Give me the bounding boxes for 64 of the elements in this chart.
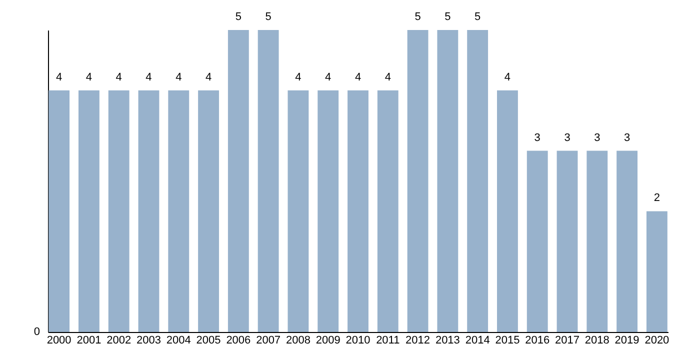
bar xyxy=(288,90,309,332)
data-label: 4 xyxy=(354,71,362,84)
data-label: 4 xyxy=(295,71,302,84)
x-tick-label: 2003 xyxy=(136,334,161,346)
bar xyxy=(228,30,249,332)
x-tick-label: 2011 xyxy=(376,334,400,346)
data-label: 4 xyxy=(384,71,391,84)
data-label: 4 xyxy=(504,71,511,84)
data-label: 5 xyxy=(474,11,481,23)
x-tick-label: 2001 xyxy=(76,334,102,346)
x-tick-label: 2004 xyxy=(166,334,191,346)
data-label: 5 xyxy=(265,11,272,23)
data-label: 4 xyxy=(116,71,122,84)
bar xyxy=(616,150,638,332)
bar xyxy=(198,90,219,332)
x-tick-label: 2018 xyxy=(584,334,610,346)
bar xyxy=(48,90,70,332)
data-label: 4 xyxy=(205,71,212,84)
data-label: 4 xyxy=(325,71,332,84)
x-tick-label: 2010 xyxy=(346,334,370,346)
data-label: 2 xyxy=(654,192,660,204)
data-label: 4 xyxy=(86,71,92,84)
bar xyxy=(138,90,160,332)
x-tick-label: 2019 xyxy=(614,334,640,346)
bar xyxy=(318,90,339,332)
x-tick-label: 2000 xyxy=(46,334,72,346)
x-tick-label: 2009 xyxy=(316,334,340,346)
x-tick-label: 2007 xyxy=(256,334,281,346)
bar xyxy=(467,30,488,332)
x-tick-label: 2002 xyxy=(106,334,132,346)
data-label: 3 xyxy=(564,132,570,144)
data-label: 4 xyxy=(56,71,62,84)
x-tick-label: 2014 xyxy=(465,334,490,346)
bar xyxy=(586,150,608,332)
x-tick-label: 2006 xyxy=(226,334,251,346)
bar xyxy=(646,211,668,332)
x-tick-label: 2013 xyxy=(435,334,460,346)
x-tick-label: 2005 xyxy=(196,334,221,346)
x-tick-label: 2017 xyxy=(555,334,580,346)
bar xyxy=(348,90,368,332)
bar xyxy=(407,30,428,332)
bar xyxy=(497,90,518,332)
bar xyxy=(78,90,100,332)
x-tick-label: 2015 xyxy=(495,334,520,346)
data-label: 4 xyxy=(176,71,182,84)
x-tick-label: 2020 xyxy=(644,334,670,346)
text: 0 xyxy=(34,326,40,338)
data-label: 3 xyxy=(624,132,630,144)
x-tick-label: 2008 xyxy=(286,334,310,346)
data-label: 5 xyxy=(414,11,421,23)
data-label: 5 xyxy=(235,11,242,23)
bar xyxy=(526,150,548,332)
bar xyxy=(377,90,398,332)
data-label: 5 xyxy=(444,11,451,23)
data-label: 3 xyxy=(594,132,600,144)
bar xyxy=(556,150,578,332)
data-label: 4 xyxy=(146,71,152,84)
bar xyxy=(258,30,279,332)
x-tick-label: 2016 xyxy=(525,334,550,346)
data-label: 3 xyxy=(534,132,540,144)
bar xyxy=(108,90,130,332)
bar xyxy=(437,30,458,332)
bar xyxy=(168,90,190,332)
x-tick-label: 2012 xyxy=(406,334,430,346)
